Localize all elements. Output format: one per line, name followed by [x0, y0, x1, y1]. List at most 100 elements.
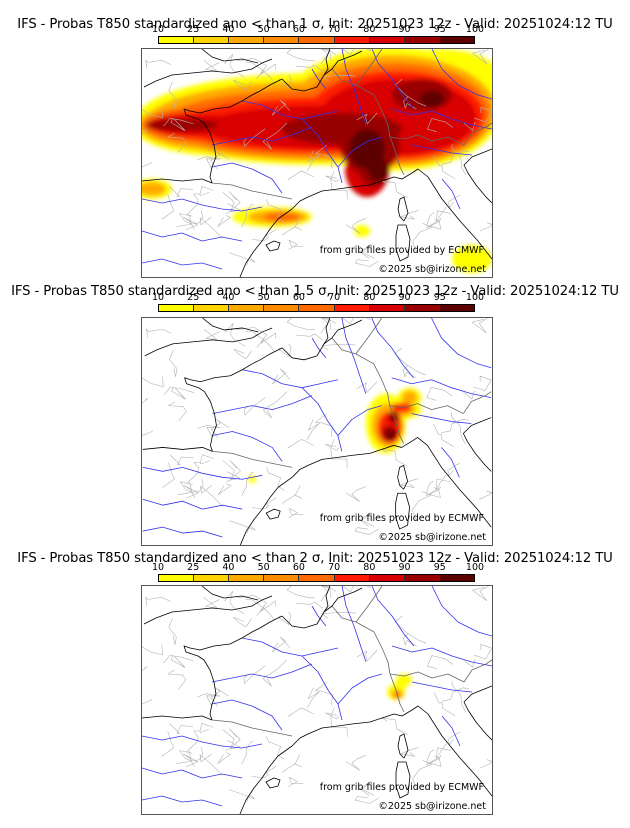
colorbar-tick-label: 90: [398, 292, 411, 303]
river: [441, 447, 460, 478]
admin-boundary: [243, 128, 266, 147]
river: [431, 318, 492, 369]
colorbar: [158, 36, 475, 44]
admin-boundary: [320, 318, 337, 334]
colorbar-tick-label: 50: [257, 24, 270, 35]
river: [311, 68, 327, 90]
admin-boundary: [177, 478, 204, 496]
colorbar-segment: [334, 575, 370, 581]
admin-boundary: [403, 96, 417, 110]
admin-boundary: [345, 486, 366, 502]
river: [211, 126, 313, 146]
admin-boundary: [236, 58, 267, 74]
colorbar-segment: [439, 305, 474, 311]
colorbar-tick-label: 25: [187, 292, 200, 303]
colorbar-tick-labels: 10 25 40 50 60 70 80 90 95 100: [152, 292, 484, 303]
admin-boundary: [169, 723, 194, 734]
river: [341, 49, 367, 126]
coastline: [397, 464, 408, 490]
country-border-layer: [211, 586, 492, 737]
admin-boundary: [341, 49, 372, 55]
colorbar: [158, 574, 475, 582]
admin-boundary: [210, 687, 229, 706]
credit-source: from grib files provided by ECMWF: [319, 245, 484, 256]
admin-boundary: [186, 730, 201, 753]
admin-boundary: [251, 766, 277, 778]
river-layer: [142, 318, 492, 538]
coastline: [183, 78, 283, 184]
river: [142, 498, 243, 510]
admin-boundary: [359, 243, 375, 259]
probability-contour: [387, 431, 396, 440]
admin-boundary: [315, 413, 333, 437]
admin-boundary: [356, 381, 378, 393]
admin-boundary: [433, 423, 455, 448]
admin-boundary: [163, 386, 195, 395]
admin-boundary: [359, 780, 375, 796]
credit-source: from grib files provided by ECMWF: [319, 513, 484, 524]
coastline: [184, 347, 283, 452]
admin-boundary: [451, 143, 467, 176]
river: [211, 162, 283, 194]
admin-boundary: [448, 731, 461, 745]
admin-boundary: [463, 122, 477, 131]
colorbar-segment: [194, 37, 230, 43]
river: [142, 795, 223, 807]
colorbar-tick-label: 95: [433, 24, 446, 35]
admin-boundary: [479, 222, 492, 232]
admin-boundary: [288, 239, 304, 250]
river: [337, 673, 383, 705]
admin-boundary: [325, 175, 340, 183]
colorbar-tick-label: 80: [363, 562, 376, 573]
coastline: [323, 49, 331, 76]
admin-boundary: [142, 666, 148, 672]
admin-boundary: [199, 186, 214, 196]
admin-boundary: [168, 81, 177, 109]
colorbar-tick-label: 100: [465, 292, 485, 303]
admin-boundary: [287, 439, 314, 449]
coastline: [239, 745, 293, 814]
admin-boundary: [402, 365, 417, 378]
colorbar-tick-label: 100: [465, 24, 485, 35]
admin-boundary: [425, 486, 441, 497]
admin-boundary: [286, 318, 315, 331]
admin-boundary: [435, 474, 451, 491]
panel-title: IFS - Probas T850 standardized ano < tha…: [17, 17, 613, 32]
river: [391, 108, 492, 130]
coastline: [202, 318, 259, 333]
river: [371, 586, 415, 647]
admin-boundary: [224, 53, 245, 78]
country-border: [355, 318, 383, 355]
admin-boundary: [394, 615, 427, 644]
country-border: [212, 451, 293, 468]
admin-boundary: [441, 150, 470, 165]
admin-boundary: [203, 60, 220, 72]
admin-boundary: [265, 198, 285, 223]
admin-boundary: [286, 49, 315, 62]
admin-boundary: [266, 467, 285, 491]
river: [411, 144, 473, 156]
admin-boundary: [200, 454, 214, 465]
colorbar-segment: [264, 37, 300, 43]
river: [142, 735, 263, 749]
admin-boundary: [315, 681, 333, 706]
country-border: [389, 136, 405, 176]
coastline: [323, 318, 331, 345]
admin-boundary: [243, 665, 266, 684]
admin-boundary: [381, 717, 408, 736]
colorbar-segment: [439, 37, 474, 43]
river: [241, 637, 339, 657]
river: [142, 466, 263, 480]
coastline: [265, 240, 281, 252]
coastline: [142, 447, 213, 452]
colorbar-tick-labels: 10 25 40 50 60 70 80 90 95 100: [152, 24, 484, 35]
admin-boundary: [436, 743, 451, 759]
admin-boundary: [425, 754, 442, 766]
admin-boundary: [199, 753, 223, 776]
river: [142, 198, 263, 212]
river: [311, 337, 327, 359]
colorbar-segment: [334, 305, 370, 311]
admin-boundary: [161, 731, 175, 757]
admin-boundary: [176, 210, 204, 227]
admin-boundary: [210, 419, 230, 438]
